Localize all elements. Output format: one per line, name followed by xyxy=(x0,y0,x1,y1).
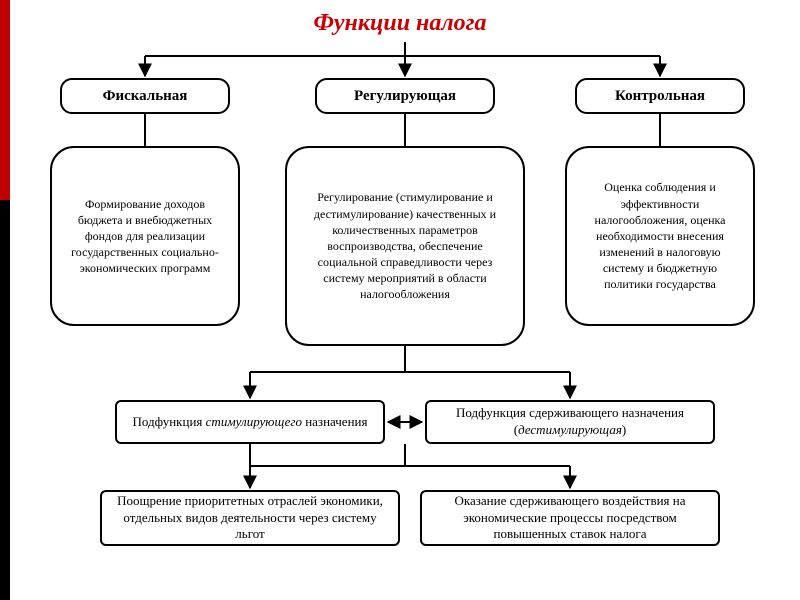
node-sub-stim-head-text: Подфункция стимулирующего назначения xyxy=(133,414,368,431)
diagram-stage: Функции налога Фискальная Регулирующая К… xyxy=(0,0,800,600)
node-regulating: Регулирующая xyxy=(315,78,495,114)
diagram-title: Функции налога xyxy=(0,10,800,37)
node-sub-stim-desc: Поощрение приоритетных отраслей экономик… xyxy=(100,490,400,546)
node-sub-destim-desc: Оказание сдерживающего воздействия на эк… xyxy=(420,490,720,546)
node-sub-stim-desc-text: Поощрение приоритетных отраслей экономик… xyxy=(110,493,390,544)
node-fiscal-label: Фискальная xyxy=(103,88,188,105)
node-sub-destim-head-text: Подфункция сдерживающего назначения (дес… xyxy=(435,405,705,439)
node-sub-stim-head: Подфункция стимулирующего назначения xyxy=(115,400,385,444)
node-fiscal: Фискальная xyxy=(60,78,230,114)
node-regulating-desc: Регулирование (стимулирование и дестимул… xyxy=(285,146,525,346)
node-control-label: Контрольная xyxy=(615,88,705,105)
node-control-desc-text: Оценка соблюдения и эффективности налого… xyxy=(579,179,741,292)
node-sub-destim-head: Подфункция сдерживающего назначения (дес… xyxy=(425,400,715,444)
accent-stripe xyxy=(0,0,10,600)
node-control-desc: Оценка соблюдения и эффективности налого… xyxy=(565,146,755,326)
node-fiscal-desc: Формирование доходов бюджета и внебюджет… xyxy=(50,146,240,326)
node-fiscal-desc-text: Формирование доходов бюджета и внебюджет… xyxy=(64,196,226,277)
node-regulating-desc-text: Регулирование (стимулирование и дестимул… xyxy=(299,189,511,302)
accent-stripe-black xyxy=(0,200,10,600)
node-regulating-label: Регулирующая xyxy=(354,88,456,105)
node-sub-destim-desc-text: Оказание сдерживающего воздействия на эк… xyxy=(430,493,710,544)
node-control: Контрольная xyxy=(575,78,745,114)
